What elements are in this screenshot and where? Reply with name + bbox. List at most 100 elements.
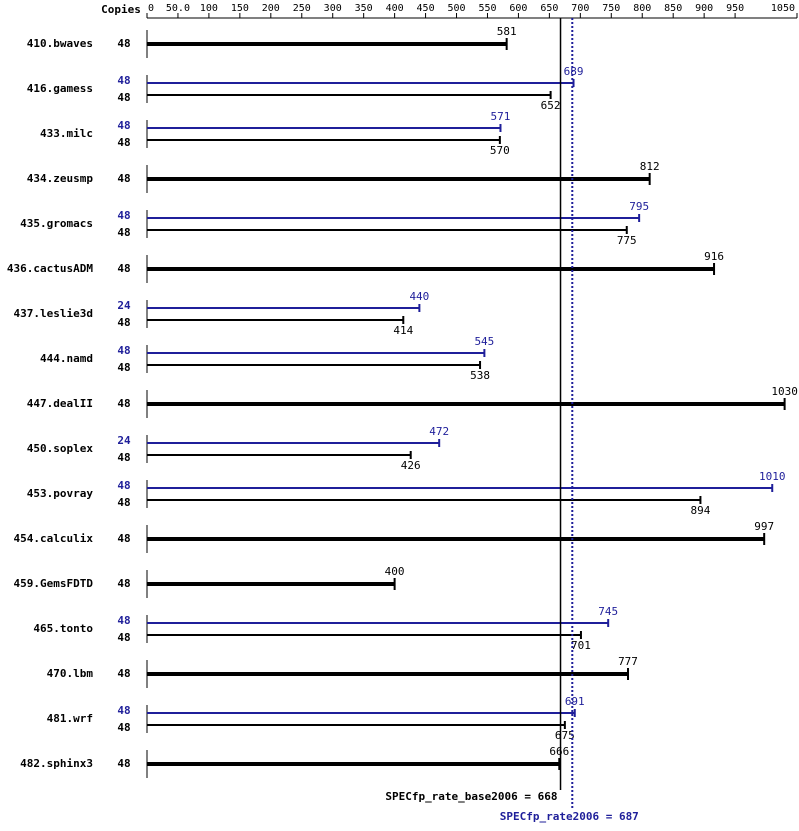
value-label: 997 — [754, 520, 774, 533]
copies: 48 — [117, 119, 130, 132]
copies: 48 — [117, 226, 130, 239]
bar — [147, 672, 628, 676]
value-label: 581 — [497, 25, 517, 38]
value-label: 426 — [401, 459, 421, 472]
value-label: 414 — [393, 324, 413, 337]
x-tick-label: 100 — [200, 3, 218, 14]
bar-peak — [147, 352, 485, 354]
bar-peak — [147, 82, 574, 84]
copies: 48 — [117, 721, 130, 734]
copies: 48 — [117, 344, 130, 357]
copies: 24 — [117, 434, 131, 447]
bar-peak — [147, 487, 773, 489]
bar-base — [147, 724, 565, 726]
value-label: 745 — [598, 605, 618, 618]
copies: 48 — [117, 397, 130, 410]
bar-base — [147, 94, 551, 96]
benchmark-label: 450.soplex — [27, 442, 94, 455]
bar-base — [147, 634, 581, 636]
value-label: 777 — [618, 655, 638, 668]
copies: 48 — [117, 316, 130, 329]
bar-base — [147, 364, 481, 366]
benchmark-label: 447.dealII — [27, 397, 93, 410]
bar — [147, 537, 765, 541]
value-label: 775 — [617, 234, 637, 247]
bar-peak — [147, 712, 575, 714]
x-tick-label: 50.0 — [166, 3, 190, 14]
copies: 48 — [117, 37, 130, 50]
copies: 48 — [117, 631, 130, 644]
reference-label: SPECfp_rate_base2006 = 668 — [385, 790, 557, 803]
bar-base — [147, 319, 404, 321]
copies: 48 — [117, 532, 130, 545]
benchmark-label: 459.GemsFDTD — [14, 577, 94, 590]
copies: 48 — [117, 361, 130, 374]
copies: 48 — [117, 667, 130, 680]
copies: 24 — [117, 299, 131, 312]
bar-peak — [147, 217, 640, 219]
bar-peak — [147, 622, 609, 624]
copies: 48 — [117, 136, 130, 149]
bar — [147, 42, 507, 46]
value-label: 701 — [571, 639, 591, 652]
benchmark-label: 410.bwaves — [27, 37, 93, 50]
value-label: 894 — [690, 504, 710, 517]
x-tick-label: 300 — [324, 3, 342, 14]
bar-base — [147, 139, 500, 141]
reference-label: SPECfp_rate2006 = 687 — [500, 810, 639, 823]
x-tick-label: 750 — [602, 3, 620, 14]
value-label: 440 — [409, 290, 429, 303]
benchmark-label: 435.gromacs — [20, 217, 93, 230]
benchmark-label: 481.wrf — [47, 712, 93, 725]
bar-peak — [147, 442, 440, 444]
bar-base — [147, 499, 701, 501]
copies: 48 — [117, 704, 130, 717]
value-label: 570 — [490, 144, 510, 157]
copies: 48 — [117, 451, 130, 464]
x-tick-label: 0 — [148, 3, 154, 14]
value-label: 1010 — [759, 470, 786, 483]
value-label: 689 — [564, 65, 584, 78]
x-tick-label: 550 — [478, 3, 496, 14]
copies: 48 — [117, 91, 130, 104]
copies: 48 — [117, 74, 130, 87]
benchmark-label: 454.calculix — [14, 532, 94, 545]
copies: 48 — [117, 757, 130, 770]
value-label: 666 — [549, 745, 569, 758]
x-tick-label: 250 — [293, 3, 311, 14]
benchmark-label: 482.sphinx3 — [20, 757, 93, 770]
value-label: 916 — [704, 250, 724, 263]
value-label: 1030 — [771, 385, 798, 398]
benchmark-label: 444.namd — [40, 352, 93, 365]
copies: 48 — [117, 262, 130, 275]
benchmark-label: 436.cactusADM — [7, 262, 93, 275]
bar — [147, 402, 785, 406]
value-label: 571 — [491, 110, 511, 123]
value-label: 812 — [640, 160, 660, 173]
bar — [147, 267, 715, 271]
copies: 48 — [117, 172, 130, 185]
bar — [147, 582, 395, 586]
benchmark-label: 465.tonto — [33, 622, 93, 635]
value-label: 538 — [470, 369, 490, 382]
x-tick-label: 400 — [386, 3, 404, 14]
benchmark-label: 470.lbm — [47, 667, 94, 680]
benchmark-label: 453.povray — [27, 487, 94, 500]
copies: 48 — [117, 496, 130, 509]
bar-base — [147, 454, 411, 456]
x-tick-label: 500 — [447, 3, 465, 14]
benchmark-label: 433.milc — [40, 127, 93, 140]
x-tick-label: 950 — [726, 3, 744, 14]
value-label: 652 — [541, 99, 561, 112]
bar-base — [147, 229, 627, 231]
x-tick-label: 850 — [664, 3, 682, 14]
value-label: 472 — [429, 425, 449, 438]
x-tick-label: 650 — [540, 3, 558, 14]
x-tick-label: 450 — [417, 3, 435, 14]
copies-header: Copies — [101, 3, 141, 16]
bar — [147, 177, 650, 181]
benchmark-label: 416.gamess — [27, 82, 93, 95]
